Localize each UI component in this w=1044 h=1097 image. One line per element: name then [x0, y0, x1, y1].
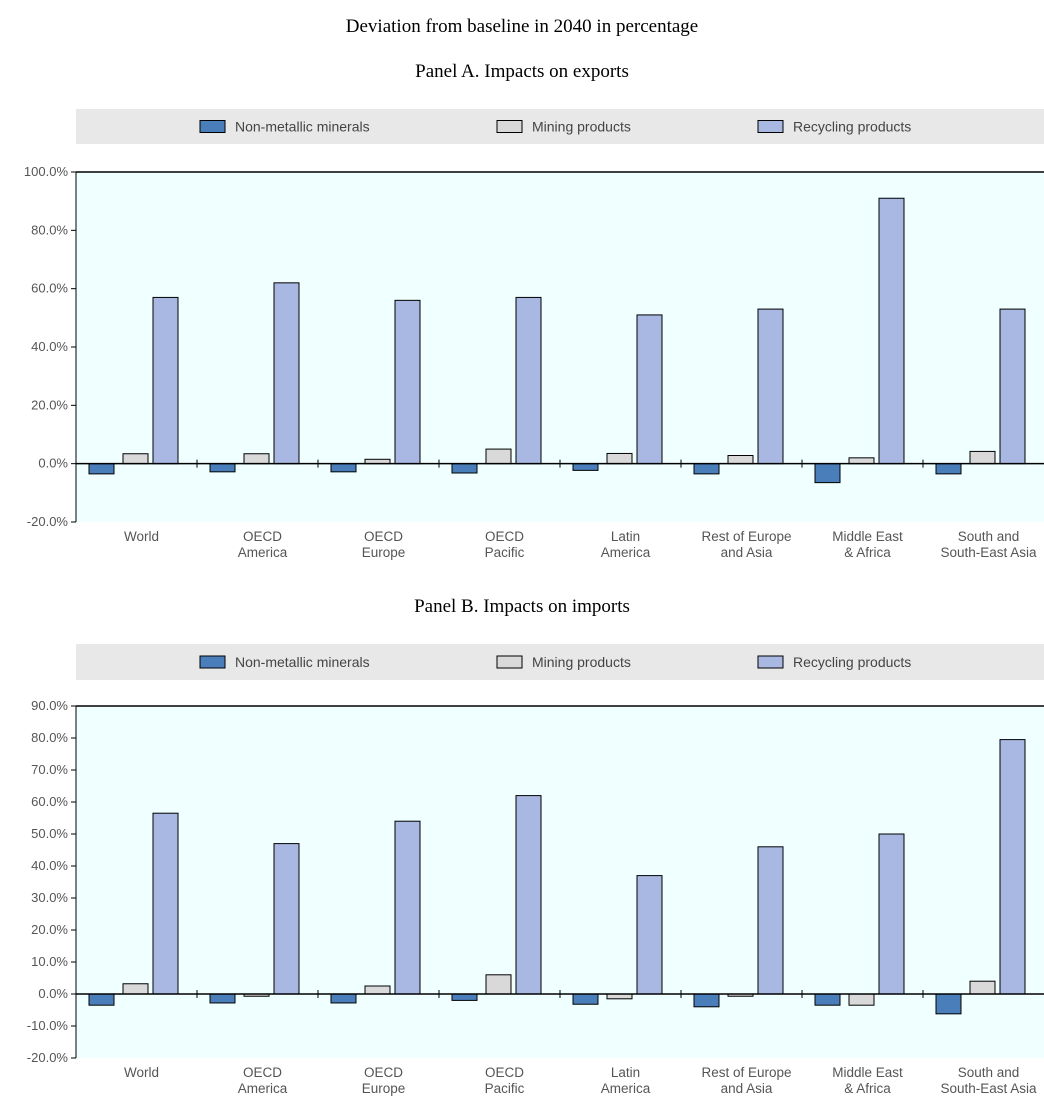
legend-background: [76, 109, 1044, 144]
x-category-label: Rest of Europe and Asia: [701, 529, 791, 560]
y-tick-label: 0.0%: [38, 456, 68, 471]
y-tick-label: 80.0%: [31, 222, 68, 237]
y-tick-label: 60.0%: [31, 281, 68, 296]
bar-recycling-products: [757, 846, 784, 995]
bar-non-metallic-minerals: [572, 993, 599, 1005]
bar-recycling-products: [394, 820, 421, 995]
x-category-label: World: [124, 529, 159, 544]
y-tick-label: 60.0%: [31, 794, 68, 809]
y-tick-label: 40.0%: [31, 858, 68, 873]
x-category-label: Latin America: [601, 529, 651, 560]
legend-swatch-mining-products: [496, 120, 523, 133]
y-tick-label: 0.0%: [38, 986, 68, 1001]
x-category-label: South and South-East Asia: [940, 1065, 1037, 1096]
y-tick-label: 80.0%: [31, 730, 68, 745]
y-tick-label: 90.0%: [31, 698, 68, 713]
legend-swatch-non-metallic-minerals: [199, 655, 226, 669]
bar-recycling-products: [152, 296, 179, 465]
bar-non-metallic-minerals: [814, 993, 841, 1006]
x-category-label: OECD Europe: [362, 1065, 406, 1096]
bar-recycling-products: [273, 282, 300, 465]
x-category-label: OECD Pacific: [485, 529, 525, 560]
bar-non-metallic-minerals: [935, 993, 962, 1015]
bar-non-metallic-minerals: [693, 993, 720, 1008]
y-tick-label: 50.0%: [31, 826, 68, 841]
panel-b-title: Panel B. Impacts on imports: [414, 596, 630, 617]
y-tick-label: 20.0%: [31, 922, 68, 937]
bar-recycling-products: [999, 308, 1026, 465]
x-category-label: OECD Europe: [362, 529, 406, 560]
bar-mining-products: [848, 993, 875, 1006]
bar-mining-products: [364, 985, 391, 995]
x-category-label: OECD America: [238, 529, 288, 560]
bar-recycling-products: [999, 739, 1026, 995]
y-tick-label: 40.0%: [31, 339, 68, 354]
bar-recycling-products: [273, 843, 300, 995]
y-tick-label: 10.0%: [31, 954, 68, 969]
y-tick-label: -10.0%: [27, 1018, 69, 1033]
y-tick-label: 100.0%: [24, 164, 69, 179]
bar-mining-products: [122, 983, 149, 995]
legend-background: [76, 644, 1044, 680]
y-tick-label: -20.0%: [27, 514, 69, 529]
bar-non-metallic-minerals: [451, 993, 478, 1001]
y-tick-label: -20.0%: [27, 1050, 69, 1065]
y-tick-label: 20.0%: [31, 397, 68, 412]
bar-recycling-products: [878, 833, 905, 995]
legend-label-mining-products: Mining products: [532, 654, 631, 670]
bar-recycling-products: [757, 308, 784, 465]
legend-label-mining-products: Mining products: [532, 119, 631, 135]
y-tick-label: 70.0%: [31, 762, 68, 777]
legend-label-recycling-products: Recycling products: [793, 654, 911, 670]
x-category-label: OECD Pacific: [485, 1065, 525, 1096]
legend-swatch-non-metallic-minerals: [199, 120, 226, 133]
bar-non-metallic-minerals: [88, 993, 115, 1006]
x-category-label: Latin America: [601, 1065, 651, 1096]
legend-label-non-metallic-minerals: Non-metallic minerals: [235, 654, 370, 670]
legend-swatch-recycling-products: [757, 655, 784, 669]
bar-recycling-products: [152, 812, 179, 995]
x-category-label: Middle East & Africa: [832, 529, 903, 560]
x-category-label: OECD America: [238, 1065, 288, 1096]
bar-recycling-products: [636, 314, 663, 465]
y-tick-label: 30.0%: [31, 890, 68, 905]
bar-non-metallic-minerals: [330, 993, 357, 1004]
legend-label-recycling-products: Recycling products: [793, 119, 911, 135]
legend-swatch-mining-products: [496, 655, 523, 669]
bar-recycling-products: [515, 795, 542, 995]
bar-mining-products: [969, 980, 996, 995]
x-category-label: South and South-East Asia: [940, 529, 1037, 560]
chart-title: Deviation from baseline in 2040 in perce…: [345, 16, 699, 37]
bar-recycling-products: [515, 296, 542, 465]
x-category-label: Middle East & Africa: [832, 1065, 903, 1096]
legend-swatch-recycling-products: [757, 120, 784, 133]
panel-a-title: Panel A. Impacts on exports: [415, 61, 629, 82]
legend-label-non-metallic-minerals: Non-metallic minerals: [235, 119, 370, 135]
bar-recycling-products: [636, 875, 663, 995]
bar-non-metallic-minerals: [209, 993, 236, 1004]
x-category-label: World: [124, 1065, 159, 1080]
bar-mining-products: [485, 974, 512, 995]
x-category-label: Rest of Europe and Asia: [701, 1065, 791, 1096]
